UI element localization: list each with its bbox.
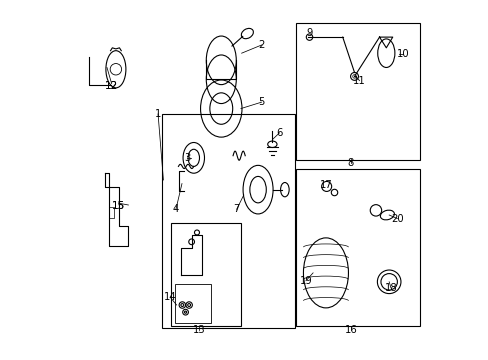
Text: 16: 16 <box>344 325 357 335</box>
Bar <box>162 114 294 328</box>
Text: 10: 10 <box>396 49 409 59</box>
Text: 12: 12 <box>105 81 118 91</box>
Text: 18: 18 <box>384 283 396 293</box>
Text: 7: 7 <box>233 204 239 214</box>
Text: 12: 12 <box>105 81 118 91</box>
Text: 1: 1 <box>155 109 161 119</box>
Text: 5: 5 <box>258 97 264 107</box>
Text: 19: 19 <box>299 276 312 286</box>
Bar <box>296 23 419 160</box>
Text: 20: 20 <box>390 213 403 224</box>
Text: 2: 2 <box>258 40 264 50</box>
Text: 15: 15 <box>112 201 125 211</box>
Text: 11: 11 <box>352 76 365 86</box>
Text: 4: 4 <box>172 204 179 214</box>
Bar <box>175 284 210 323</box>
Text: 6: 6 <box>276 128 282 138</box>
Text: 13: 13 <box>192 325 204 335</box>
Text: 14: 14 <box>163 292 176 302</box>
Text: 17: 17 <box>320 180 332 190</box>
Text: 8: 8 <box>347 158 353 168</box>
Text: 3: 3 <box>184 153 190 163</box>
Bar <box>171 223 241 327</box>
Bar <box>296 169 419 327</box>
Text: 9: 9 <box>305 28 312 38</box>
Text: 15: 15 <box>112 201 125 211</box>
